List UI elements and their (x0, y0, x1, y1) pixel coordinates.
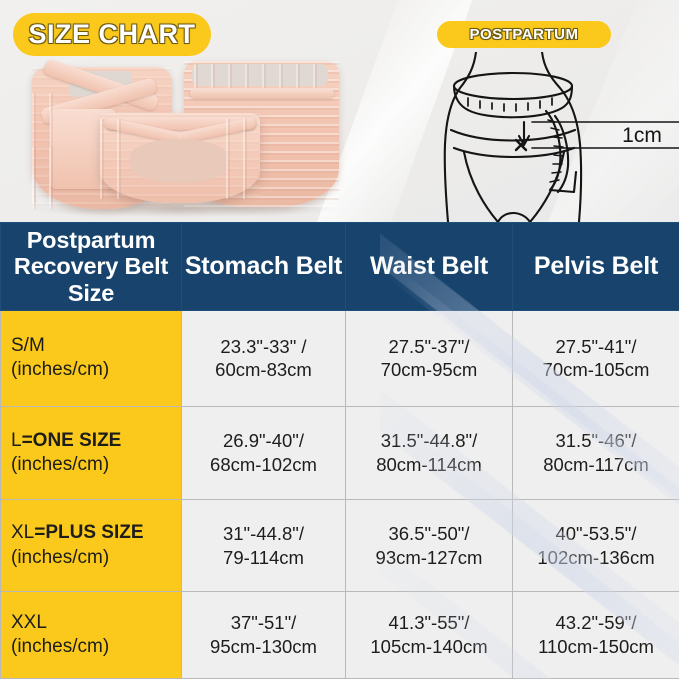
gap-label-1cm: 1cm (622, 124, 662, 147)
column-header-stomach-belt: Stomach Belt (181, 222, 346, 311)
measurement-text: 43.2"-59"/ 110cm-150cm (538, 612, 654, 658)
measurement-text: 31.5"-44.8"/ 80cm-114cm (376, 430, 482, 475)
column-header-size: Postpartum Recovery Belt Size (0, 222, 182, 311)
cell-stomach-belt: 26.9"-40"/ 68cm-102cm (181, 405, 346, 501)
waist-measurement-illustration: 1cm (424, 50, 679, 222)
size-units-text: (inches/cm) (11, 453, 110, 475)
table-header-row: Postpartum Recovery Belt Size Stomach Be… (0, 222, 679, 311)
table-row: L=ONE SIZE (inches/cm) 26.9"-40"/ 68cm-1… (0, 405, 679, 501)
cell-waist-belt: 36.5"-50"/ 93cm-127cm (345, 499, 513, 593)
hero-section: 1cm SIZE CHART POSTPARTUM (0, 0, 679, 222)
table-row: XXL (inches/cm) 37"-51"/ 95cm-130cm 41.3… (0, 591, 679, 679)
cell-size-label: S/M (inches/cm) (0, 309, 182, 407)
cell-size-label: L=ONE SIZE (inches/cm) (0, 405, 182, 501)
size-units-text: (inches/cm) (11, 636, 110, 658)
cell-pelvis-belt: 43.2"-59"/ 110cm-150cm (512, 591, 679, 679)
badge-postpartum: POSTPARTUM (437, 21, 611, 48)
product-photo (8, 55, 353, 220)
table-row: XL=PLUS SIZE (inches/cm) 31"-44.8"/ 79-1… (0, 499, 679, 593)
badge-size-chart: SIZE CHART (13, 13, 211, 56)
size-label-emphasis: =PLUS SIZE (34, 522, 144, 544)
measurement-text: 26.9"-40"/ 68cm-102cm (210, 430, 317, 475)
measurement-text: 41.3"-55"/ 105cm-140cm (370, 612, 488, 658)
size-label-text: XXL (11, 611, 47, 633)
cell-stomach-belt: 31"-44.8"/ 79-114cm (181, 499, 346, 593)
measurement-text: 27.5"-41"/ 70cm-105cm (542, 335, 650, 381)
cell-pelvis-belt: 27.5"-41"/ 70cm-105cm (512, 309, 679, 407)
belt-waist (100, 113, 260, 203)
measurement-text: 31"-44.8"/ 79-114cm (222, 523, 305, 568)
size-label-text: XL (11, 522, 35, 544)
size-chart-table: Postpartum Recovery Belt Size Stomach Be… (0, 222, 679, 679)
measurement-text: 40"-53.5"/ 102cm-136cm (537, 523, 655, 568)
cell-waist-belt: 31.5"-44.8"/ 80cm-114cm (345, 405, 513, 501)
column-header-pelvis-belt: Pelvis Belt (512, 222, 679, 311)
table-row: S/M (inches/cm) 23.3"-33" / 60cm-83cm 27… (0, 309, 679, 407)
cell-stomach-belt: 23.3"-33" / 60cm-83cm (181, 309, 346, 407)
cell-pelvis-belt: 31.5"-46"/ 80cm-117cm (512, 405, 679, 501)
measurement-text: 37"-51"/ 95cm-130cm (210, 612, 317, 658)
column-header-waist-belt: Waist Belt (345, 222, 513, 311)
cell-size-label: XL=PLUS SIZE (inches/cm) (0, 499, 182, 593)
cell-size-label: XXL (inches/cm) (0, 591, 182, 679)
measurement-text: 36.5"-50"/ 93cm-127cm (375, 523, 483, 568)
cell-stomach-belt: 37"-51"/ 95cm-130cm (181, 591, 346, 679)
size-label-text: S/M (11, 334, 45, 356)
cell-pelvis-belt: 40"-53.5"/ 102cm-136cm (512, 499, 679, 593)
cell-waist-belt: 41.3"-55"/ 105cm-140cm (345, 591, 513, 679)
measurement-text: 27.5"-37"/ 70cm-95cm (380, 335, 478, 381)
size-units-text: (inches/cm) (11, 546, 110, 568)
size-label-emphasis: =ONE SIZE (21, 429, 122, 451)
measurement-text: 23.3"-33" / 60cm-83cm (215, 335, 312, 381)
cell-waist-belt: 27.5"-37"/ 70cm-95cm (345, 309, 513, 407)
size-units-text: (inches/cm) (11, 359, 110, 381)
measurement-text: 31.5"-46"/ 80cm-117cm (543, 430, 649, 475)
size-label-text: L (11, 429, 22, 451)
